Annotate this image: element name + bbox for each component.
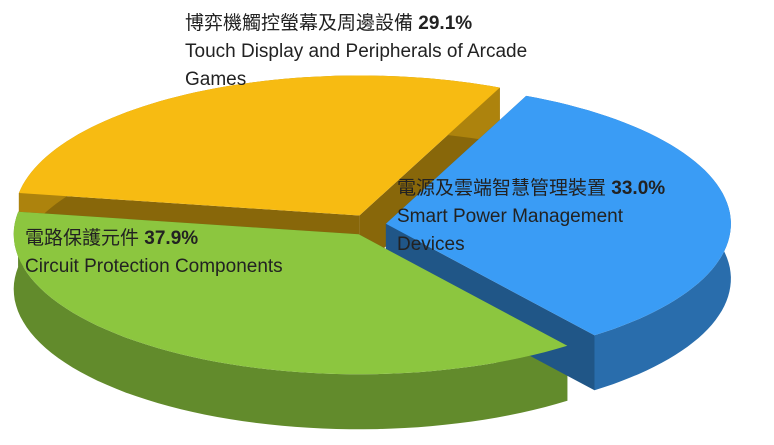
slice-side (13, 211, 568, 430)
slice-label: 博弈機觸控螢幕及周邊設備 29.1% Touch Display and Peri… (185, 10, 565, 94)
category-name: 電源及雲端智慧管理裝置 (397, 178, 607, 199)
pie-slice (385, 95, 731, 336)
category-name-en: Smart Power Management Devices (397, 206, 623, 255)
category-name: 博弈機觸控螢幕及周邊設備 (185, 13, 414, 34)
pie-slice (13, 211, 568, 375)
value-label: 33.0% (611, 178, 666, 199)
slice-label: 電路保護元件 37.9% Circuit Protection Component… (25, 225, 385, 281)
slice-label: 電源及雲端智慧管理裝置 33.0% Smart Power Management … (397, 175, 767, 259)
pie-slice (18, 75, 500, 216)
category-name-en: Circuit Protection Components (25, 256, 283, 277)
value-label: 37.9% (144, 228, 199, 249)
category-name: 電路保護元件 (25, 228, 140, 249)
category-name-en: Touch Display and Peripherals of Arcade … (185, 41, 528, 90)
value-label: 29.1% (418, 13, 473, 34)
